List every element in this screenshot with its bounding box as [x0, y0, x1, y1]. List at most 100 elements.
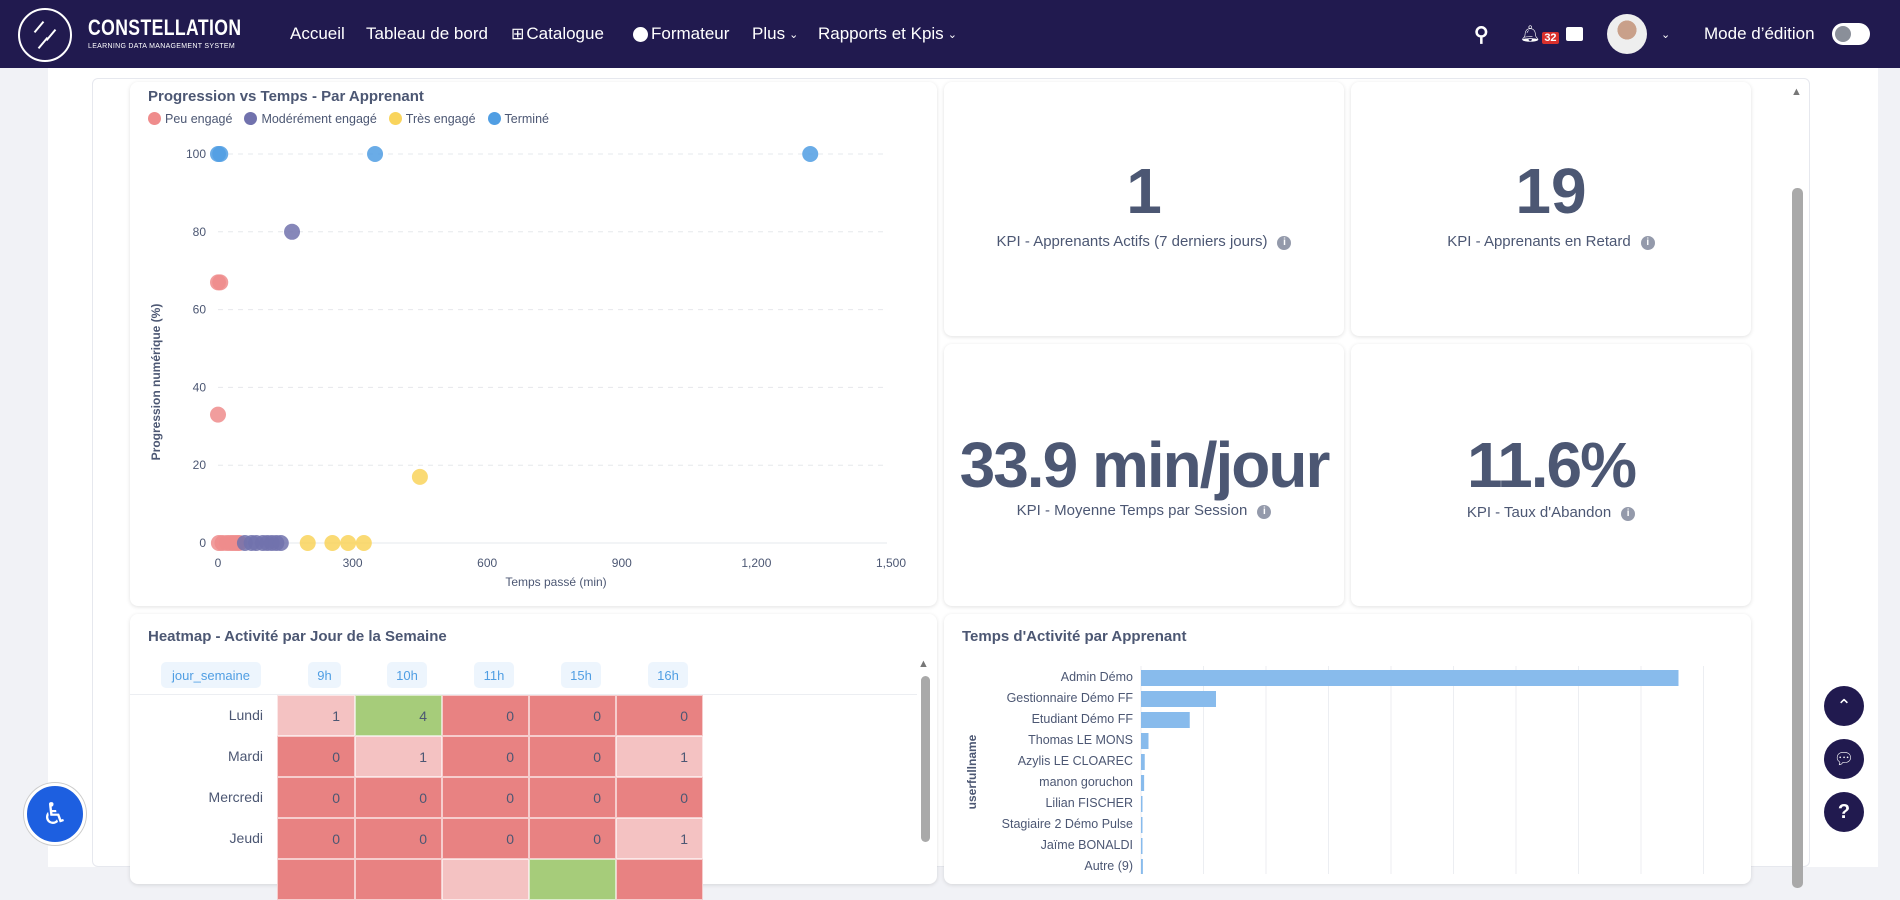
heatmap-cell[interactable]: 0 — [442, 736, 529, 777]
chevron-down-icon: ⌄ — [1661, 28, 1671, 41]
heatmap-cell[interactable]: 1 — [355, 736, 442, 777]
heatmap-cell[interactable]: 0 — [529, 818, 616, 859]
bar — [1141, 733, 1149, 749]
nav-rapports-kpis[interactable]: Rapports et Kpis ⌄ — [818, 0, 957, 68]
help-button[interactable]: ? — [1824, 792, 1864, 832]
y-tick-label: 100 — [186, 147, 206, 161]
column-header[interactable]: 9h — [308, 662, 341, 688]
nav-plus[interactable]: Plus ⌄ — [752, 0, 798, 68]
scroll-top-button[interactable]: ⌃ — [1824, 686, 1864, 726]
nav-formateur[interactable]: Formateur — [633, 0, 729, 68]
heatmap-cell[interactable]: 4 — [355, 695, 442, 736]
column-header[interactable]: 15h — [561, 662, 601, 688]
kpi-value: 19 — [1515, 155, 1587, 227]
nav-label: Catalogue — [526, 24, 604, 43]
data-point — [299, 535, 316, 551]
nav-accueil[interactable]: Accueil — [290, 0, 345, 68]
heatmap-cell[interactable]: 0 — [442, 818, 529, 859]
legend-item[interactable]: Terminé — [487, 112, 549, 126]
search-icon[interactable]: ⚲ — [1474, 23, 1489, 46]
heatmap-cell[interactable]: 0 — [529, 695, 616, 736]
chat-button[interactable]: 💬︎ — [1824, 739, 1864, 779]
kpi-value: 11.6% — [1467, 429, 1637, 501]
heatmap-cell[interactable]: 1 — [616, 736, 703, 777]
question-icon: ? — [1837, 800, 1851, 823]
legend-item[interactable]: Peu engagé — [148, 112, 232, 126]
heatmap-cell[interactable] — [616, 859, 703, 900]
bar — [1141, 838, 1143, 854]
column-header-jour-semaine[interactable]: jour_semaine — [161, 662, 261, 688]
heatmap-cell[interactable]: 0 — [442, 695, 529, 736]
column-header[interactable]: 11h — [474, 662, 514, 688]
legend-label: Terminé — [504, 112, 549, 126]
notifications-button[interactable]: 🔔︎ 32 — [1520, 0, 1559, 68]
chat-icon[interactable] — [1566, 0, 1583, 68]
heatmap-cell[interactable]: 0 — [616, 695, 703, 736]
top-navbar: CONSTELLATION LEARNING DATA MANAGEMENT S… — [0, 0, 1900, 68]
heatmap-cell[interactable]: 0 — [277, 777, 355, 818]
nav-catalogue[interactable]: ⊞ Catalogue — [511, 0, 604, 68]
accessibility-button[interactable]: ♿︎ — [24, 783, 86, 845]
heatmap-cell[interactable]: 0 — [616, 777, 703, 818]
bar — [1141, 712, 1190, 728]
heatmap-title: Heatmap - Activité par Jour de la Semain… — [148, 628, 447, 645]
kpi-label: KPI - Apprenants Actifs (7 derniers jour… — [944, 233, 1344, 250]
info-icon[interactable]: i — [1640, 236, 1655, 250]
heatmap-scrollbar[interactable] — [921, 676, 930, 842]
brand-title: CONSTELLATION — [88, 15, 242, 40]
row-label: Lundi — [228, 707, 263, 723]
heatmap-cell[interactable]: 0 — [529, 736, 616, 777]
scroll-up-arrow[interactable]: ▲ — [1791, 86, 1802, 98]
nav-label: Rapports et Kpis — [818, 24, 944, 43]
heatmap-cell[interactable] — [277, 859, 355, 900]
scatter-legend: Peu engagé Modérément engagé Très engagé… — [148, 112, 549, 126]
heatmap-cell[interactable]: 1 — [277, 695, 355, 736]
bell-icon: 🔔︎ — [1520, 26, 1541, 43]
category-label: Autre (9) — [1084, 859, 1133, 873]
dashboard-scrollbar[interactable] — [1792, 188, 1803, 888]
constellation-logo[interactable] — [18, 8, 72, 62]
bar-chart-title: Temps d'Activité par Apprenant — [962, 628, 1187, 645]
data-point — [355, 535, 372, 551]
heatmap-cell[interactable]: 0 — [355, 818, 442, 859]
y-axis-label: userfullname — [965, 734, 979, 809]
y-tick-label: 20 — [193, 458, 207, 472]
kpi-value: 1 — [1126, 155, 1162, 227]
bar — [1141, 754, 1145, 770]
heatmap-cell[interactable]: 0 — [277, 736, 355, 777]
info-icon[interactable]: i — [1257, 505, 1272, 519]
category-label: Azylis LE CLOAREC — [1018, 754, 1133, 768]
column-header[interactable]: 16h — [648, 662, 688, 688]
kpi-card-late-learners[interactable]: 19 KPI - Apprenants en Retard i — [1351, 82, 1751, 336]
legend-dot — [388, 112, 402, 125]
kpi-label-text: KPI - Apprenants en Retard — [1447, 233, 1631, 250]
nav-tableau-de-bord[interactable]: Tableau de bord — [366, 0, 488, 68]
info-icon[interactable]: i — [1277, 236, 1292, 250]
column-header[interactable]: 10h — [387, 662, 427, 688]
info-icon[interactable]: i — [1621, 507, 1636, 521]
heatmap-cell[interactable] — [529, 859, 616, 900]
bar — [1141, 775, 1145, 791]
edit-mode-toggle[interactable] — [1832, 0, 1870, 68]
heatmap-cell[interactable] — [355, 859, 442, 900]
category-label: Admin Démo — [1061, 670, 1133, 684]
kpi-card-dropout-rate[interactable]: 11.6% KPI - Taux d'Abandon i — [1351, 344, 1751, 606]
heatmap-cell[interactable]: 0 — [277, 818, 355, 859]
legend-dot — [244, 112, 258, 125]
heatmap-cell[interactable]: 0 — [442, 777, 529, 818]
brand[interactable]: CONSTELLATION LEARNING DATA MANAGEMENT S… — [88, 15, 268, 50]
kpi-card-avg-session-time[interactable]: 33.9 min/jour KPI - Moyenne Temps par Se… — [944, 344, 1344, 606]
user-menu[interactable]: ⌄ — [1607, 0, 1670, 68]
legend-item[interactable]: Très engagé — [388, 112, 476, 126]
heatmap-cell[interactable]: 1 — [616, 818, 703, 859]
x-tick-label: 1,200 — [741, 556, 771, 570]
heatmap-cell[interactable]: 0 — [355, 777, 442, 818]
heatmap-cell[interactable]: 0 — [529, 777, 616, 818]
brand-subtitle: LEARNING DATA MANAGEMENT SYSTEM — [88, 43, 235, 50]
data-point — [324, 535, 341, 551]
kpi-card-active-learners[interactable]: 1 KPI - Apprenants Actifs (7 derniers jo… — [944, 82, 1344, 336]
bar — [1141, 796, 1143, 812]
heatmap-cell[interactable] — [442, 859, 529, 900]
scroll-up-arrow[interactable]: ▲ — [918, 658, 929, 670]
legend-item[interactable]: Modérément engagé — [244, 112, 377, 126]
